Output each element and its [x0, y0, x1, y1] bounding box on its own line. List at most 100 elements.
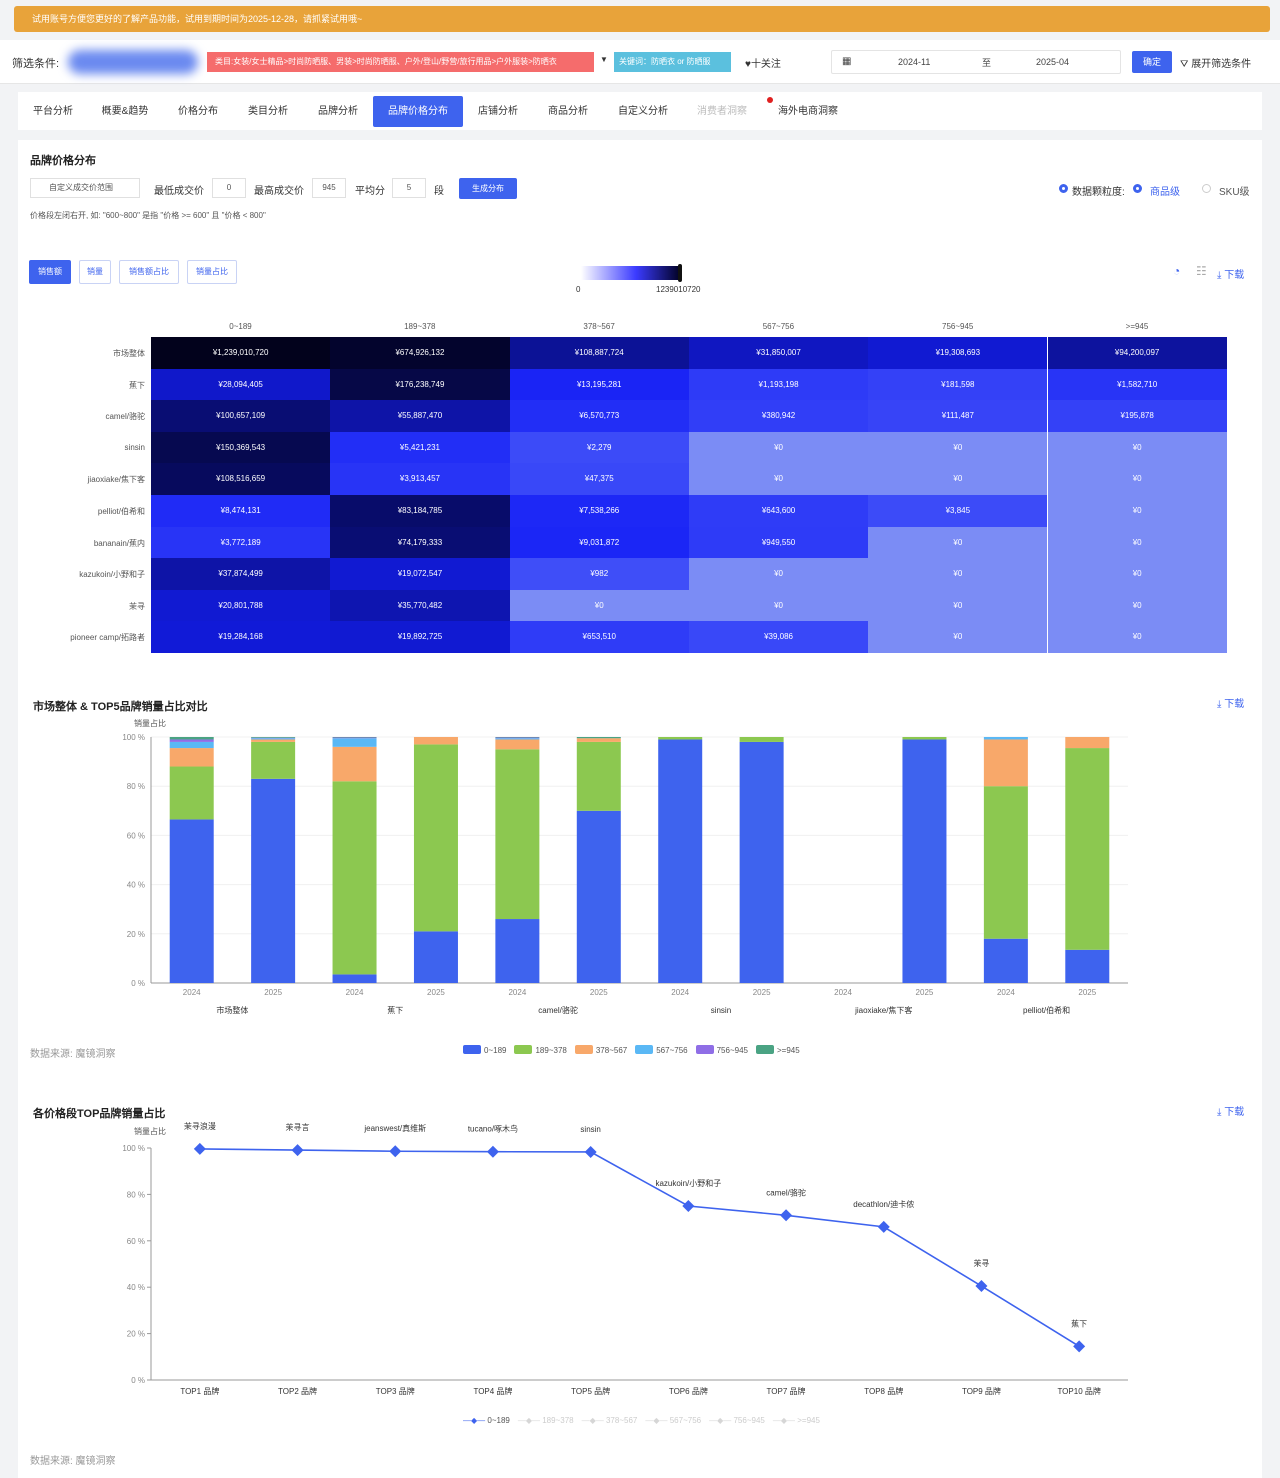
bar-segment[interactable]: [983, 739, 1028, 787]
heatmap-cell[interactable]: ¥20,801,788: [151, 589, 331, 622]
metric-sales-volume[interactable]: 销量: [79, 260, 111, 284]
bar-segment[interactable]: [739, 741, 784, 983]
legend-item[interactable]: 567~756: [635, 1045, 688, 1055]
tab-product[interactable]: 商品分析: [548, 106, 588, 117]
bar-segment[interactable]: [983, 737, 1028, 740]
bar-segment[interactable]: [332, 737, 377, 739]
heatmap-cell[interactable]: ¥108,516,659: [151, 463, 331, 495]
category-filter-tag[interactable]: 类目:女装/女士精品>时尚防晒服、男装>时尚防晒服、户外/登山/野营/旅行用品>…: [207, 52, 594, 72]
confirm-button[interactable]: 确定: [1132, 51, 1172, 73]
data-point[interactable]: [975, 1280, 988, 1293]
bar-segment[interactable]: [983, 938, 1028, 983]
data-point[interactable]: [780, 1209, 793, 1222]
date-from[interactable]: 2024-11: [898, 57, 931, 67]
heatmap-cell[interactable]: ¥37,874,499: [151, 558, 331, 590]
heatmap-cell[interactable]: ¥74,179,333: [330, 526, 510, 559]
bar-segment[interactable]: [251, 741, 296, 779]
bar-segment[interactable]: [413, 744, 458, 932]
bar-segment[interactable]: [495, 749, 540, 920]
tab-brand[interactable]: 品牌分析: [318, 106, 358, 117]
radio-product-level[interactable]: [1133, 184, 1142, 193]
heatmap-cell[interactable]: ¥3,845: [868, 495, 1048, 527]
tab-overview[interactable]: 概要&趋势: [101, 106, 149, 117]
bar-segment[interactable]: [658, 737, 703, 740]
bar-segment[interactable]: [332, 974, 377, 983]
bar-segment[interactable]: [413, 737, 458, 745]
heatmap-cell[interactable]: ¥111,487: [868, 400, 1048, 432]
heatmap-cell[interactable]: ¥674,926,132: [330, 337, 510, 369]
heatmap-cell[interactable]: ¥0: [509, 589, 689, 622]
max-price-input[interactable]: 945: [312, 178, 346, 198]
data-point[interactable]: [1073, 1340, 1086, 1353]
legend-item[interactable]: 0~189: [463, 1045, 506, 1055]
heatmap-cell[interactable]: ¥108,887,724: [509, 337, 689, 369]
heatmap-cell[interactable]: ¥28,094,405: [151, 368, 331, 401]
heatmap-cell[interactable]: ¥653,510: [509, 621, 689, 653]
heatmap-cell[interactable]: ¥0: [1047, 526, 1227, 559]
data-point[interactable]: [682, 1200, 695, 1212]
metric-volume-share[interactable]: 销量占比: [187, 260, 237, 284]
tab-category[interactable]: 类目分析: [248, 106, 288, 117]
heatmap-cell[interactable]: ¥0: [1047, 589, 1227, 622]
heatmap-cell[interactable]: ¥195,878: [1047, 400, 1227, 432]
bar-segment[interactable]: [169, 819, 214, 983]
heatmap-cell[interactable]: ¥0: [1047, 495, 1227, 527]
tab-platform[interactable]: 平台分析: [33, 106, 73, 117]
data-point[interactable]: [193, 1142, 206, 1155]
bar-segment[interactable]: [658, 739, 703, 983]
heatmap-cell[interactable]: ¥47,375: [509, 463, 689, 495]
bar-segment[interactable]: [169, 739, 214, 742]
bar-segment[interactable]: [251, 778, 296, 983]
legend-item[interactable]: —◆— 189~378: [518, 1416, 574, 1425]
bar-segment[interactable]: [1065, 949, 1110, 983]
heatmap-cell[interactable]: ¥0: [1047, 558, 1227, 590]
bar-segment[interactable]: [739, 737, 784, 742]
heatmap-cell[interactable]: ¥100,657,109: [151, 400, 331, 432]
heatmap-cell[interactable]: ¥0: [688, 463, 869, 495]
heatmap-cell[interactable]: ¥19,892,725: [330, 621, 510, 653]
expand-filter-button[interactable]: ⛛ 展开筛选条件: [1180, 55, 1251, 70]
stacked-bar-download-button[interactable]: ⤓ 下载: [1217, 695, 1244, 710]
tab-shop[interactable]: 店铺分析: [478, 106, 518, 117]
heatmap-cell[interactable]: ¥982: [509, 558, 689, 590]
metric-amount-share[interactable]: 销售额占比: [119, 260, 179, 284]
heatmap-cell[interactable]: ¥35,770,482: [330, 589, 510, 622]
tab-brand-price[interactable]: 品牌价格分布: [373, 96, 463, 127]
line-download-button[interactable]: ⤓ 下载: [1217, 1103, 1244, 1118]
bar-segment[interactable]: [576, 810, 621, 983]
heatmap-cell[interactable]: ¥1,239,010,720: [151, 337, 331, 369]
heatmap-cell[interactable]: ¥0: [1047, 463, 1227, 495]
price-range-select[interactable]: 自定义成交价范围: [30, 178, 140, 198]
option-sku-level[interactable]: SKU级: [1219, 187, 1250, 198]
bar-segment[interactable]: [251, 739, 296, 742]
heatmap-cell[interactable]: ¥0: [688, 558, 869, 590]
heatmap-cell[interactable]: ¥39,086: [688, 621, 869, 653]
follow-button[interactable]: ♥十关注: [745, 59, 781, 70]
table-icon[interactable]: ☷: [1196, 264, 1207, 278]
legend-item[interactable]: 756~945: [695, 1045, 748, 1055]
heatmap-cell[interactable]: ¥3,772,189: [151, 526, 331, 559]
heatmap-cell[interactable]: ¥83,184,785: [330, 495, 510, 527]
segment-count-input[interactable]: 5: [392, 178, 426, 198]
heatmap-cell[interactable]: ¥0: [868, 558, 1048, 590]
heatmap-cell[interactable]: ¥19,308,693: [868, 337, 1048, 369]
bar-segment[interactable]: [495, 737, 540, 739]
date-to[interactable]: 2025-04: [1036, 57, 1070, 67]
bar-segment[interactable]: [576, 737, 621, 739]
option-product-level[interactable]: 商品级: [1150, 187, 1180, 198]
tab-price[interactable]: 价格分布: [178, 106, 218, 117]
heatmap-cell[interactable]: ¥19,284,168: [151, 621, 331, 653]
heatmap-cell[interactable]: ¥0: [688, 431, 869, 464]
bar-segment[interactable]: [332, 746, 377, 782]
bar-segment[interactable]: [495, 739, 540, 750]
bar-segment[interactable]: [169, 766, 214, 820]
bar-segment[interactable]: [1065, 737, 1110, 749]
bar-segment[interactable]: [169, 748, 214, 767]
date-range-picker[interactable]: ▦ 2024-11 至 2025-04: [831, 50, 1121, 74]
bar-segment[interactable]: [169, 737, 214, 740]
legend-item[interactable]: >=945: [755, 1045, 800, 1055]
bar-segment[interactable]: [413, 931, 458, 983]
heatmap-cell[interactable]: ¥5,421,231: [330, 431, 510, 464]
heatmap-cell[interactable]: ¥31,850,007: [688, 337, 869, 369]
data-point[interactable]: [389, 1145, 402, 1158]
